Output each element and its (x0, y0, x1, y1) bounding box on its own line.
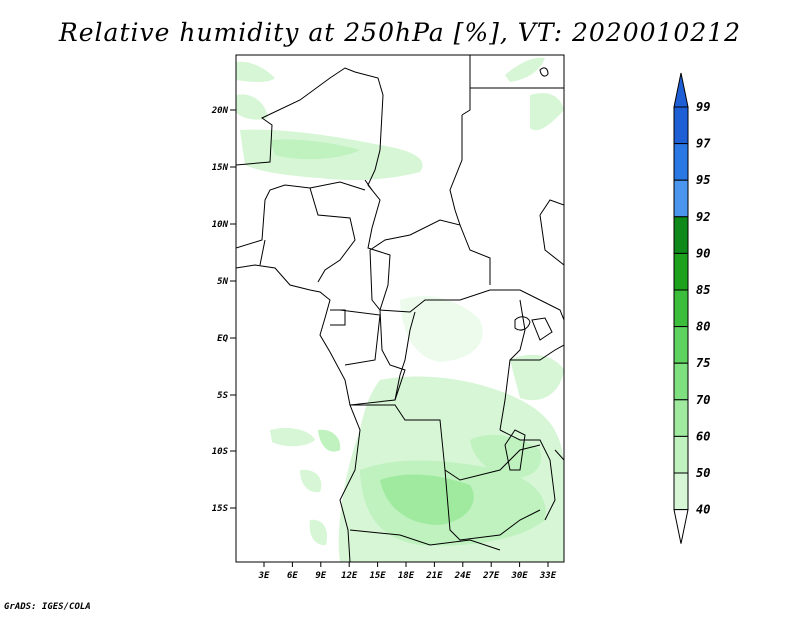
lat-label: 10N (212, 220, 229, 230)
colorbar-label: 40 (696, 503, 710, 517)
map-frame (235, 54, 565, 563)
humidity-shading (236, 57, 564, 562)
lon-label: 24E (454, 571, 472, 581)
colorbar-segment (673, 216, 689, 254)
colorbar-label: 50 (696, 466, 710, 480)
latitude-axis: 20N 15N 10N 5N EQ 5S 10S 15S (211, 106, 236, 514)
colorbar-label: 97 (696, 137, 711, 151)
lat-label: EQ (217, 334, 228, 344)
lon-label: 30E (510, 571, 528, 581)
longitude-axis: 3E 6E 9E 12E 15E 18E 21E 24E 27E 30E 33E (258, 562, 557, 581)
colorbar-label: 80 (696, 320, 710, 334)
lat-label: 5N (217, 277, 228, 287)
lat-label: 15S (212, 504, 229, 514)
colorbar-top-arrow (673, 72, 689, 108)
lon-label: 18E (398, 571, 415, 581)
colorbar-segment (673, 179, 689, 218)
lon-label: 27E (482, 571, 500, 581)
lon-label: 15E (369, 571, 386, 581)
lat-label: 5S (217, 391, 228, 401)
lat-label: 15N (212, 163, 229, 173)
humidity-map: 20N 15N 10N 5N EQ 5S 10S 15S 3E 6E 9E 12E 15E 18E 21E… (211, 54, 711, 581)
colorbar-label: 99 (696, 100, 710, 114)
colorbar-label: 92 (696, 210, 710, 224)
colorbar-segment (673, 399, 689, 437)
colorbar: 99 97 95 92 90 85 80 75 70 60 50 40 (673, 72, 711, 544)
colorbar-label: 70 (696, 393, 710, 407)
colorbar-segment (673, 472, 689, 511)
lon-label: 3E (258, 571, 270, 581)
colorbar-bottom-arrow (673, 509, 689, 544)
colorbar-label: 95 (696, 173, 710, 187)
colorbar-label: 60 (696, 429, 710, 443)
chart-title: Relative humidity at 250hPa [%], VT: 202… (58, 18, 742, 47)
lon-label: 21E (425, 571, 443, 581)
colorbar-segment (673, 252, 689, 291)
colorbar-label: 90 (696, 246, 710, 260)
colorbar-segment (673, 106, 689, 145)
colorbar-label: 75 (696, 356, 710, 370)
borders (236, 55, 564, 562)
lon-label: 6E (287, 571, 298, 581)
colorbar-segment (673, 435, 689, 474)
lon-label: 33E (539, 571, 557, 581)
lat-label: 10S (212, 447, 229, 457)
colorbar-segment (673, 143, 689, 181)
lat-label: 20N (211, 106, 229, 116)
lon-label: 12E (341, 571, 358, 581)
colorbar-segment (673, 362, 689, 401)
lon-label: 9E (315, 571, 326, 581)
colorbar-segment (673, 289, 689, 328)
grads-credit: GrADS: IGES/COLA (4, 602, 91, 612)
colorbar-segment (673, 326, 689, 364)
colorbar-label: 85 (696, 283, 710, 297)
